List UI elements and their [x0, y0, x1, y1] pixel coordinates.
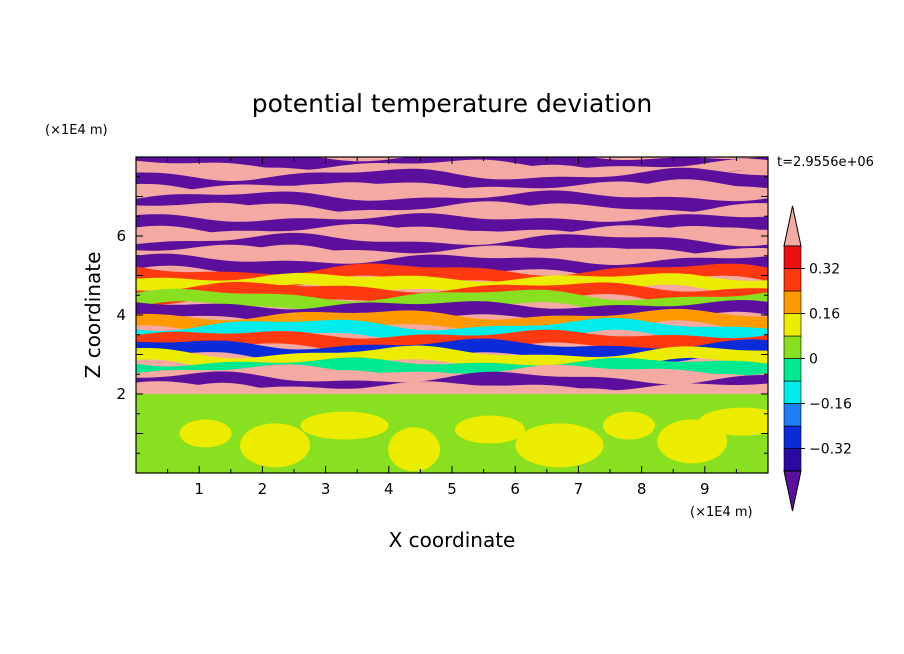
colorbar-tick-label: 0.16 [809, 307, 840, 323]
x-tick-label: 6 [510, 480, 520, 498]
colorbar-tick-label: 0 [809, 352, 818, 368]
colorbar-tick-label: −0.32 [809, 442, 852, 458]
colorbar-swatch [783, 290, 802, 314]
y-tick-label: 6 [116, 227, 126, 245]
x-tick-label: 7 [574, 480, 584, 498]
colorbar: 0.32 0.16 0 −0.16 −0.32 [783, 205, 852, 512]
colorbar-tick-label: −0.16 [809, 397, 852, 413]
colorbar-tick-label: 0.32 [809, 262, 840, 278]
colorbar-swatch [783, 380, 802, 404]
boundary-layer-plume [602, 411, 655, 440]
colorbar-swatch [783, 335, 802, 359]
colorbar-extend-min [783, 470, 802, 512]
x-tick-label: 1 [194, 480, 204, 498]
colorbar-swatch [783, 245, 802, 269]
y-axis-label: Z coordinate [81, 252, 105, 379]
x-tick-label: 3 [321, 480, 331, 498]
y-tick-label: 2 [116, 385, 126, 403]
y-unit-label: (×1E4 m) [45, 123, 108, 138]
boundary-layer-plume [240, 423, 311, 468]
x-axis: 1 2 3 4 5 6 7 8 9 [135, 157, 769, 498]
x-unit-label: (×1E4 m) [690, 505, 753, 520]
boundary-layer-plume [515, 423, 604, 468]
x-tick-label: 5 [447, 480, 457, 498]
x-tick-label: 4 [384, 480, 394, 498]
colorbar-swatch [783, 425, 802, 449]
boundary-layer-plume [388, 427, 441, 472]
y-axis: 2 4 6 [116, 156, 768, 474]
colorbar-extend-max [783, 205, 802, 247]
chart-title: potential temperature deviation [252, 89, 652, 118]
x-tick-label: 2 [258, 480, 268, 498]
contour-band [136, 317, 768, 345]
x-axis-label: X coordinate [389, 528, 516, 552]
boundary-layer-plume [300, 411, 389, 440]
contour-band [136, 181, 768, 205]
colorbar-swatch [783, 313, 802, 337]
contour-band [136, 190, 768, 215]
contour-band [136, 232, 768, 260]
boundary-layer-plume [454, 415, 525, 444]
time-label: t=2.9556e+06 [777, 155, 874, 170]
colorbar-swatch [783, 268, 802, 292]
boundary-layer-plume [179, 419, 232, 448]
x-tick-label: 9 [700, 480, 710, 498]
colorbar-swatch [783, 448, 802, 472]
colorbar-swatch [783, 403, 802, 427]
y-tick-label: 4 [116, 306, 126, 324]
contour-field [136, 157, 768, 473]
x-tick-label: 8 [637, 480, 647, 498]
boundary-layer-plume [698, 407, 768, 436]
colorbar-swatch [783, 358, 802, 382]
